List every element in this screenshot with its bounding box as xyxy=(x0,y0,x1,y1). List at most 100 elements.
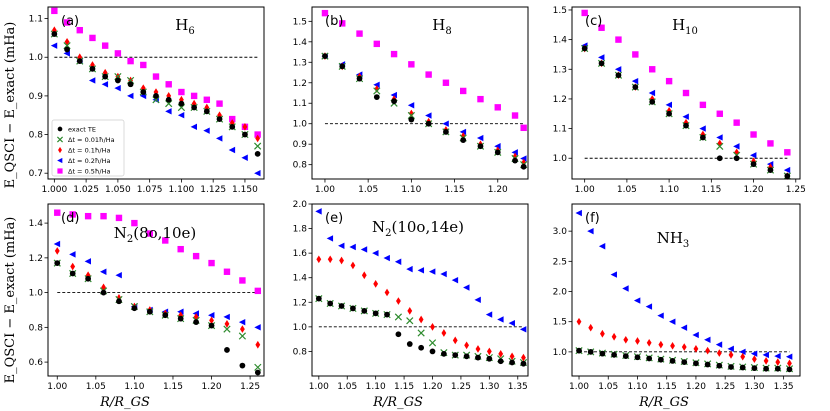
data-point xyxy=(360,246,368,253)
y-tick-label: 0.8 xyxy=(293,347,308,357)
data-point xyxy=(716,142,724,151)
data-point xyxy=(127,57,134,65)
series-d02 xyxy=(315,208,527,333)
y-tick-label: 1.0 xyxy=(553,154,568,164)
series-exact xyxy=(54,260,261,376)
series-exact xyxy=(581,45,791,179)
data-point xyxy=(242,122,248,131)
data-point xyxy=(739,348,746,356)
data-point xyxy=(693,360,699,367)
data-point xyxy=(102,68,108,77)
title-subscript: 2 xyxy=(385,228,391,239)
series-exact xyxy=(576,347,793,373)
data-point xyxy=(191,99,197,108)
data-point xyxy=(57,168,63,174)
panel-title: N2(10o,14e) xyxy=(372,218,464,239)
data-point xyxy=(146,230,154,237)
x-tick-label: 1.15 xyxy=(701,185,721,195)
x-tick-label: 1.00 xyxy=(569,382,589,392)
chart-panel-2: 1.00 1.05 1.10 1.15 1.20 0.8 0.9 1.0 1.1 1.2 1.3 1.… xyxy=(293,6,529,195)
data-point xyxy=(89,34,96,42)
data-point xyxy=(598,24,605,31)
title-suffix: (8o,10e) xyxy=(133,224,196,242)
series-d02 xyxy=(581,42,791,174)
data-point xyxy=(704,336,711,343)
data-point xyxy=(339,20,346,27)
data-point xyxy=(339,63,346,70)
data-point xyxy=(408,116,415,123)
x-tick-label: 1.00 xyxy=(575,185,595,195)
data-point xyxy=(203,127,210,134)
data-point xyxy=(693,345,699,353)
data-point xyxy=(394,258,402,265)
y-tick-label: 1.1 xyxy=(29,15,43,25)
data-point xyxy=(203,96,211,103)
data-point xyxy=(774,352,781,360)
data-point xyxy=(321,9,329,17)
y-tick-label: 1.2 xyxy=(293,79,307,89)
data-point xyxy=(669,358,676,364)
series-d05 xyxy=(321,9,527,132)
data-point xyxy=(89,65,96,72)
data-point xyxy=(460,87,467,95)
data-point xyxy=(69,270,76,277)
data-point xyxy=(767,140,774,147)
y-tick-label: 1.1 xyxy=(293,99,307,109)
y-tick-label: 1.6 xyxy=(293,249,308,259)
x-tick-label: 1.00 xyxy=(47,382,67,392)
data-point xyxy=(716,110,723,117)
legend: exact TE Δt = 0.01ħ/Ha Δt = 0.1ħ/Ha Δt = 0.… xyxy=(51,119,125,177)
data-point xyxy=(327,255,333,264)
y-tick-label: 1.0 xyxy=(29,289,44,299)
data-point xyxy=(615,72,622,79)
data-point xyxy=(682,89,690,97)
y-tick-label: 1.0 xyxy=(29,53,44,63)
data-point xyxy=(428,268,436,275)
data-point xyxy=(153,88,159,96)
panel-label: (b) xyxy=(325,14,343,29)
data-point xyxy=(361,308,368,314)
data-point xyxy=(229,115,236,123)
data-point xyxy=(223,313,230,321)
x-tick-label: 1.050 xyxy=(105,185,131,195)
data-point xyxy=(383,254,390,262)
data-point xyxy=(440,351,447,357)
y-tick-label: 1.4 xyxy=(293,274,308,284)
data-point xyxy=(787,359,792,368)
y-tick-label: 1.1 xyxy=(553,125,567,135)
data-point xyxy=(649,66,656,73)
y-tick-label: 1.2 xyxy=(29,254,43,264)
data-point xyxy=(477,95,484,103)
x-tick-label: 1.00 xyxy=(309,382,329,392)
y-tick-label: 0.6 xyxy=(29,358,44,368)
data-point xyxy=(339,256,344,265)
data-point xyxy=(428,339,437,347)
series-d01 xyxy=(582,44,790,180)
data-point xyxy=(622,353,629,359)
data-point xyxy=(497,316,504,323)
data-point xyxy=(70,262,76,271)
y-tick-label: 1.3 xyxy=(293,58,307,68)
x-tick-label: 1.125 xyxy=(200,185,226,195)
plot-frame xyxy=(571,203,801,377)
data-point xyxy=(114,50,122,57)
series-d001 xyxy=(53,259,262,371)
x-tick-label: 1.05 xyxy=(617,185,637,195)
data-point xyxy=(520,155,527,162)
y-tick-label: 1.5 xyxy=(553,318,567,328)
data-point xyxy=(486,347,492,356)
data-point xyxy=(441,329,447,337)
plot-frame xyxy=(571,6,801,180)
series-exact xyxy=(322,53,527,170)
x-tick-label: 1.20 xyxy=(686,382,706,392)
data-point xyxy=(193,319,199,326)
data-point xyxy=(356,75,363,82)
data-point xyxy=(623,335,629,344)
data-point xyxy=(217,111,222,120)
data-point xyxy=(390,91,397,99)
data-point xyxy=(716,155,723,162)
series-exact xyxy=(315,295,527,367)
legend-label: Δt = 0.1ħ/Ha xyxy=(68,146,111,154)
data-point xyxy=(588,323,594,332)
